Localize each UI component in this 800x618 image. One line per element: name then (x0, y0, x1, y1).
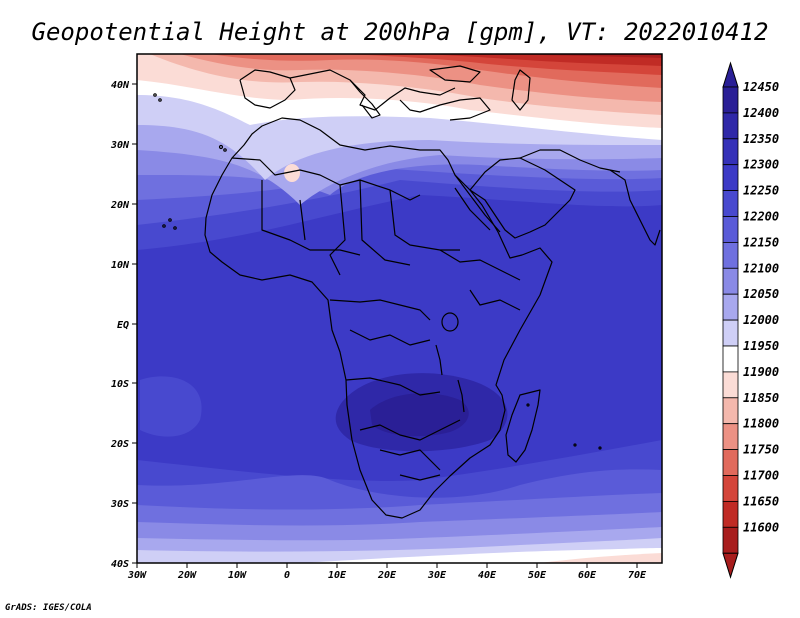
colorbar-label: 11700 (743, 469, 779, 483)
colorbar-label: 11850 (743, 391, 779, 405)
lon-label: 30W (127, 570, 147, 581)
lon-label: 0 (284, 570, 290, 581)
colorbar-swatch (722, 397, 739, 425)
colorbar-swatch (722, 526, 739, 554)
axis-ticks (132, 83, 638, 568)
colorbar-label: 12300 (743, 158, 779, 172)
colorbar-swatch (722, 267, 739, 295)
colorbar-swatch (722, 216, 739, 243)
lon-label: 10W (228, 570, 247, 581)
colorbar-swatch (722, 190, 739, 217)
colorbar-label: 11650 (743, 494, 779, 508)
colorbar-swatch (722, 371, 739, 399)
colorbar-swatch (722, 293, 739, 321)
lat-label: 20S (110, 439, 129, 450)
lat-label: EQ (117, 320, 129, 331)
lat-label: 10S (111, 379, 129, 390)
lon-label: 60E (578, 570, 597, 581)
colorbar-label: 12250 (743, 184, 779, 198)
colorbar-label: 12450 (743, 80, 779, 94)
colorbar-swatch (722, 112, 739, 140)
coastline-borders (153, 65, 661, 519)
colorbar-label: 12400 (743, 106, 779, 120)
colorbar-label: 11950 (743, 339, 779, 353)
lon-label: 30E (427, 570, 447, 581)
lon-label: 50E (528, 570, 547, 581)
colorbar-swatch (722, 241, 739, 269)
colorbar-label: 11900 (743, 365, 779, 379)
figure-title: Geopotential Height at 200hPa [gpm], VT:… (32, 18, 769, 46)
lat-label: 30S (110, 499, 129, 510)
colorbar-arrow-bottom (722, 552, 739, 579)
lat-label: 30N (110, 140, 130, 151)
colorbar-label: 12000 (743, 313, 779, 327)
colorbar-swatch (722, 164, 739, 191)
colorbar: 12450 12400 12350 12300 12250 12200 12150 12100… (722, 61, 779, 579)
lon-label: 70E (628, 570, 647, 581)
colorbar-swatch (722, 319, 739, 347)
plot-frame (136, 53, 663, 564)
colorbar-swatch (722, 86, 739, 114)
colorbar-label: 12150 (743, 235, 779, 249)
lon-label: 20W (177, 570, 197, 581)
colorbar-label: 12050 (743, 287, 779, 301)
colorbar-label: 12100 (743, 261, 779, 275)
colorbar-label: 11600 (743, 520, 779, 534)
colorbar-label: 12200 (743, 210, 779, 224)
lon-label: 20E (377, 570, 397, 581)
colorbar-swatch (722, 138, 739, 166)
colorbar-label: 11750 (743, 443, 779, 457)
lon-label: 40E (478, 570, 497, 581)
lon-label: 10E (328, 570, 347, 581)
lat-label: 40N (111, 80, 130, 91)
colorbar-swatch (722, 423, 739, 451)
grads-credit: GrADS: IGES/COLA (5, 603, 92, 613)
colorbar-label: 11800 (743, 417, 779, 431)
colorbar-swatch (722, 475, 739, 502)
colorbar-swatch (722, 500, 739, 528)
lat-label: 10N (111, 260, 130, 271)
colorbar-swatch (722, 449, 739, 476)
height-field (137, 54, 662, 563)
lat-label: 40S (111, 559, 129, 570)
colorbar-label: 12350 (743, 132, 779, 146)
colorbar-arrow-top (722, 61, 739, 88)
colorbar-swatch (722, 345, 739, 373)
lat-label: 20N (110, 200, 130, 211)
